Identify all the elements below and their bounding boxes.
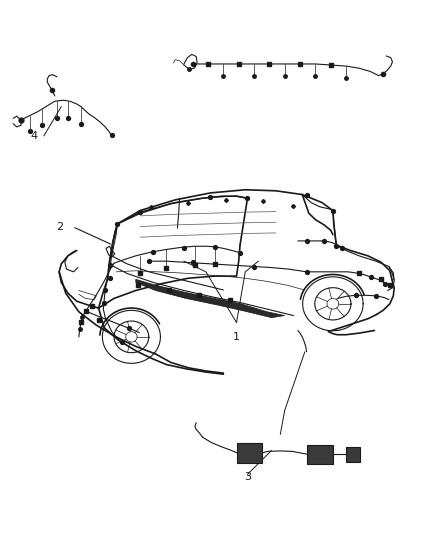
Text: 4: 4 (30, 131, 37, 141)
FancyBboxPatch shape (237, 443, 262, 463)
Text: 2: 2 (57, 222, 64, 231)
Polygon shape (136, 279, 285, 318)
FancyBboxPatch shape (346, 447, 360, 462)
Text: 1: 1 (233, 332, 240, 342)
FancyBboxPatch shape (307, 445, 333, 464)
Text: 3: 3 (244, 472, 251, 482)
